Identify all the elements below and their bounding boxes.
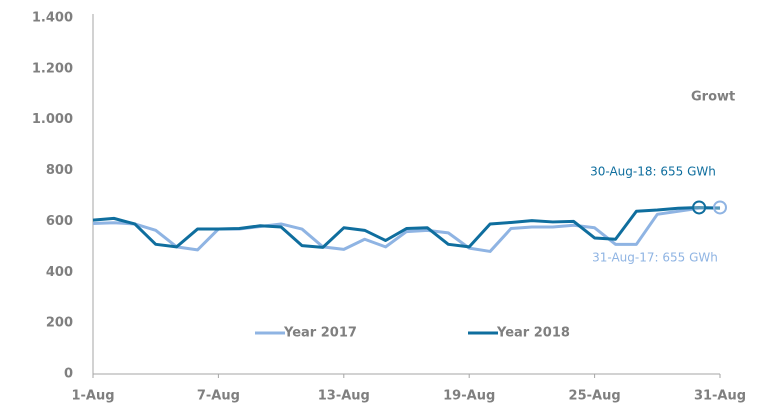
annotation: Growt	[691, 90, 735, 105]
y-tick-label: 0	[64, 367, 73, 382]
x-tick-label: 19-Aug	[443, 389, 495, 404]
y-tick-label: 1.200	[32, 61, 73, 76]
series-line	[92, 205, 721, 249]
y-tick-label: 1.400	[32, 11, 73, 26]
x-tick-label: 31-Aug	[694, 389, 746, 404]
highlight-marker	[713, 200, 727, 215]
x-tick-label: 25-Aug	[569, 389, 621, 404]
annotation: 31-Aug-17: 655 GWh	[592, 251, 718, 265]
x-tick-label: 13-Aug	[318, 389, 370, 404]
annotation: 30-Aug-18: 655 GWh	[590, 165, 716, 179]
y-tick-label: 1.000	[32, 112, 73, 127]
legend-label: Year 2018	[496, 326, 570, 341]
x-tick-label: 1-Aug	[71, 389, 114, 404]
y-tick-label: 400	[46, 265, 73, 280]
legend-label: Year 2017	[283, 326, 357, 341]
y-tick-label: 800	[46, 163, 73, 178]
series-line	[92, 205, 721, 253]
y-tick-label: 600	[46, 214, 73, 229]
x-tick-label: 7-Aug	[197, 389, 240, 404]
y-tick-label: 200	[46, 316, 73, 331]
highlight-marker	[692, 200, 707, 215]
